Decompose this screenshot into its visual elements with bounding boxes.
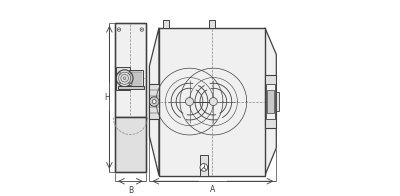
Bar [115, 23, 146, 172]
Bar [115, 23, 146, 117]
Circle shape [119, 72, 121, 74]
Circle shape [128, 72, 130, 74]
Bar [150, 84, 159, 119]
Bar [130, 70, 143, 87]
Bar [118, 86, 144, 89]
Bar [265, 75, 276, 128]
Bar [115, 117, 146, 172]
Circle shape [118, 29, 119, 30]
Bar [163, 20, 170, 28]
Bar [276, 92, 279, 111]
Circle shape [152, 100, 156, 103]
Bar [159, 28, 265, 175]
Circle shape [119, 82, 121, 84]
Polygon shape [265, 28, 276, 175]
Polygon shape [150, 28, 159, 175]
Circle shape [209, 98, 217, 106]
Bar [116, 67, 130, 90]
Text: B: B [128, 186, 133, 195]
Text: H: H [105, 93, 110, 102]
Circle shape [117, 28, 121, 31]
Bar [266, 84, 275, 119]
Circle shape [140, 28, 144, 31]
Bar [200, 155, 208, 175]
Circle shape [150, 97, 159, 106]
Circle shape [128, 82, 130, 84]
Bar [267, 90, 274, 113]
Circle shape [186, 98, 194, 106]
Circle shape [116, 70, 133, 87]
Text: A: A [210, 185, 216, 194]
Circle shape [200, 164, 208, 171]
Bar [208, 20, 215, 28]
Circle shape [130, 83, 132, 85]
